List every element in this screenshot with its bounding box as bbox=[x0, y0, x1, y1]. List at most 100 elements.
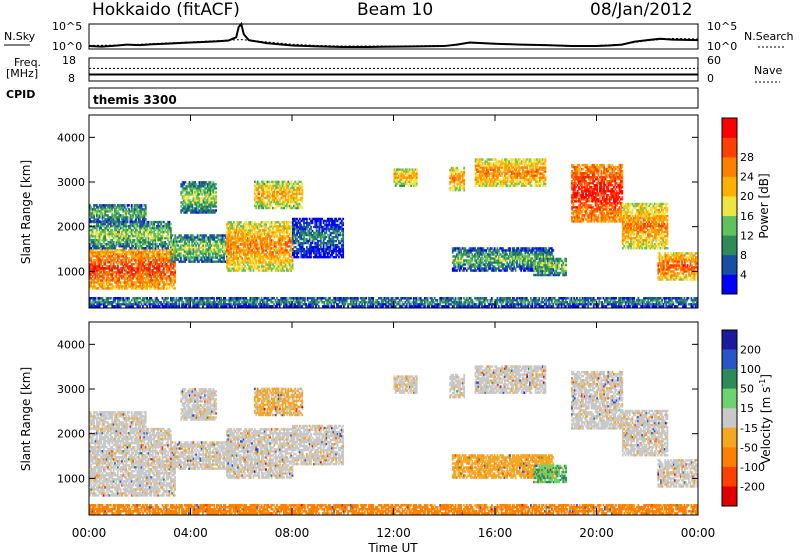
power-cell bbox=[286, 261, 288, 264]
power-cell bbox=[209, 187, 212, 190]
power-cell bbox=[135, 220, 137, 223]
power-cell bbox=[296, 233, 298, 237]
power-cell bbox=[286, 198, 288, 202]
power-cell bbox=[191, 197, 194, 200]
power-cell bbox=[401, 176, 404, 179]
power-cell bbox=[154, 263, 157, 266]
power-cell bbox=[126, 218, 129, 221]
power-cell bbox=[228, 225, 231, 228]
power-cell bbox=[89, 214, 91, 217]
power-cell bbox=[279, 231, 281, 234]
power-cell bbox=[274, 221, 277, 224]
power-cell bbox=[490, 166, 492, 169]
power-cell bbox=[308, 217, 311, 221]
power-cell bbox=[95, 238, 98, 242]
power-cell bbox=[244, 225, 246, 228]
power-cell bbox=[453, 174, 456, 178]
power-cell bbox=[237, 263, 239, 266]
power-cell bbox=[288, 265, 291, 268]
power-cell bbox=[98, 228, 101, 232]
power-cell bbox=[216, 240, 219, 243]
power-cell bbox=[265, 269, 267, 272]
power-cell bbox=[172, 267, 175, 270]
power-cell bbox=[167, 253, 169, 256]
power-cell bbox=[112, 220, 115, 223]
power-cell bbox=[266, 231, 269, 234]
power-cell bbox=[303, 249, 305, 253]
power-cell bbox=[338, 223, 340, 227]
power-cell bbox=[185, 207, 188, 210]
power-cell bbox=[237, 257, 239, 260]
power-cell bbox=[194, 207, 197, 210]
power-cell bbox=[210, 234, 213, 237]
power-cell bbox=[286, 192, 288, 196]
power-cell bbox=[415, 184, 418, 187]
power-cell bbox=[290, 227, 293, 230]
power-cell bbox=[199, 181, 202, 184]
power-cell bbox=[132, 285, 135, 288]
power-cell bbox=[340, 225, 343, 229]
power-cell bbox=[98, 263, 101, 266]
power-cell bbox=[126, 277, 129, 280]
power-cell bbox=[179, 252, 182, 255]
power-cell bbox=[291, 194, 294, 198]
power-cell bbox=[314, 223, 317, 227]
power-cell bbox=[168, 228, 171, 232]
power-cell bbox=[483, 178, 485, 181]
power-cell bbox=[151, 255, 154, 258]
power-cell bbox=[265, 229, 267, 232]
power-cell bbox=[287, 229, 290, 232]
power-cell bbox=[98, 275, 101, 278]
power-cell bbox=[108, 267, 111, 270]
power-cell bbox=[105, 224, 108, 228]
power-cell bbox=[194, 185, 197, 188]
power-cell bbox=[461, 184, 464, 188]
power-cell bbox=[322, 239, 325, 243]
power-cell bbox=[130, 253, 133, 256]
power-cell bbox=[304, 217, 307, 221]
power-cell bbox=[494, 184, 497, 187]
power-cell bbox=[495, 170, 498, 173]
power-cell bbox=[160, 261, 162, 264]
power-cell bbox=[149, 247, 151, 250]
power-cell bbox=[192, 238, 195, 241]
power-cell bbox=[227, 241, 230, 244]
power-cell bbox=[238, 231, 241, 234]
power-cell bbox=[91, 230, 94, 234]
power-cell bbox=[175, 236, 178, 239]
power-cell bbox=[214, 240, 217, 243]
power-cell bbox=[155, 259, 158, 262]
power-cell bbox=[342, 241, 345, 245]
power-cell bbox=[215, 197, 218, 200]
power-cell bbox=[140, 279, 143, 282]
power-cell bbox=[94, 273, 97, 276]
power-cell bbox=[164, 259, 167, 262]
power-cell bbox=[274, 253, 277, 256]
power-cell bbox=[263, 180, 266, 184]
power-cell bbox=[191, 183, 194, 186]
power-cell bbox=[116, 283, 119, 286]
power-cell bbox=[97, 257, 100, 260]
power-cell bbox=[237, 269, 239, 272]
power-cell bbox=[139, 271, 142, 274]
power-cell bbox=[95, 265, 98, 268]
power-cell bbox=[279, 261, 281, 264]
power-cell bbox=[269, 225, 272, 228]
power-cell bbox=[393, 170, 396, 173]
power-cell bbox=[102, 216, 105, 219]
power-cell bbox=[450, 166, 453, 170]
power-cell bbox=[325, 221, 328, 225]
power-cell bbox=[188, 258, 191, 261]
power-cell bbox=[155, 265, 158, 268]
power-cell bbox=[230, 263, 233, 266]
power-cell bbox=[485, 174, 488, 177]
power-cell bbox=[301, 182, 304, 186]
power-cell bbox=[182, 260, 185, 263]
power-cell bbox=[125, 251, 128, 254]
power-cell bbox=[154, 247, 157, 250]
power-cell bbox=[339, 253, 342, 257]
power-cell bbox=[104, 247, 107, 250]
power-cell bbox=[217, 246, 220, 249]
power-cell bbox=[119, 228, 122, 232]
